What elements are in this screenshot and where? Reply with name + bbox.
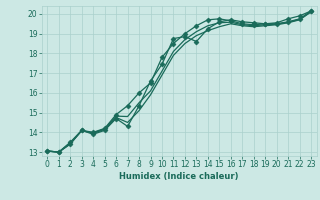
X-axis label: Humidex (Indice chaleur): Humidex (Indice chaleur) (119, 172, 239, 181)
